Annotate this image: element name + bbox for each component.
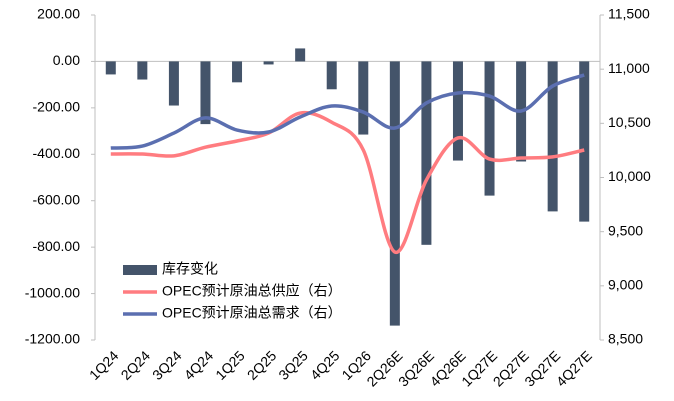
bar (137, 61, 148, 80)
y2-tick-label: 9,000 (608, 277, 643, 293)
bar (200, 61, 211, 125)
legend-swatch (123, 265, 157, 275)
bar (326, 61, 337, 90)
y-tick-label: 200.00 (37, 6, 80, 22)
bar (579, 61, 590, 222)
x-tick-label: 3Q24 (149, 347, 185, 383)
x-tick-label: 4Q24 (181, 347, 217, 383)
bar (452, 61, 463, 161)
bar (168, 61, 179, 106)
legend-label: OPEC预计原油总需求（右） (162, 305, 342, 321)
x-tick-label: 1Q25 (212, 347, 248, 383)
y-tick-label: -400.00 (33, 145, 81, 161)
line (110, 110, 585, 254)
y2-tick-label: 10,500 (608, 114, 651, 130)
y2-tick-label: 8,500 (608, 331, 643, 347)
bar (358, 61, 369, 135)
bar (105, 61, 116, 75)
bar (263, 61, 274, 65)
x-tick-label: 1Q24 (86, 347, 122, 383)
y-tick-label: -200.00 (33, 99, 81, 115)
bar (232, 61, 243, 83)
legend-label: OPEC预计原油总供应（右） (162, 283, 342, 299)
bar (547, 61, 558, 212)
y-tick-label: -800.00 (33, 238, 81, 254)
y2-tick-label: 9,500 (608, 222, 643, 238)
x-tick-label: 3Q25 (275, 347, 311, 383)
line (110, 73, 585, 150)
bar (295, 48, 306, 62)
y-tick-label: -1200.00 (25, 331, 80, 347)
x-tick-label: 2Q25 (244, 347, 280, 383)
legend-label: 库存变化 (162, 261, 218, 277)
x-tick-label: 4Q25 (307, 347, 343, 383)
bar (484, 61, 495, 196)
y-tick-label: 0.00 (53, 52, 80, 68)
y2-tick-label: 11,500 (608, 6, 650, 22)
y-tick-label: -600.00 (33, 191, 81, 207)
y2-tick-label: 10,000 (608, 168, 651, 184)
y-tick-label: -1000.00 (25, 284, 80, 300)
x-tick-label: 2Q24 (118, 347, 154, 383)
x-tick-label: 4Q27E (553, 347, 595, 389)
y2-tick-label: 11,000 (608, 60, 650, 76)
bar (421, 61, 432, 245)
bar (389, 61, 400, 326)
